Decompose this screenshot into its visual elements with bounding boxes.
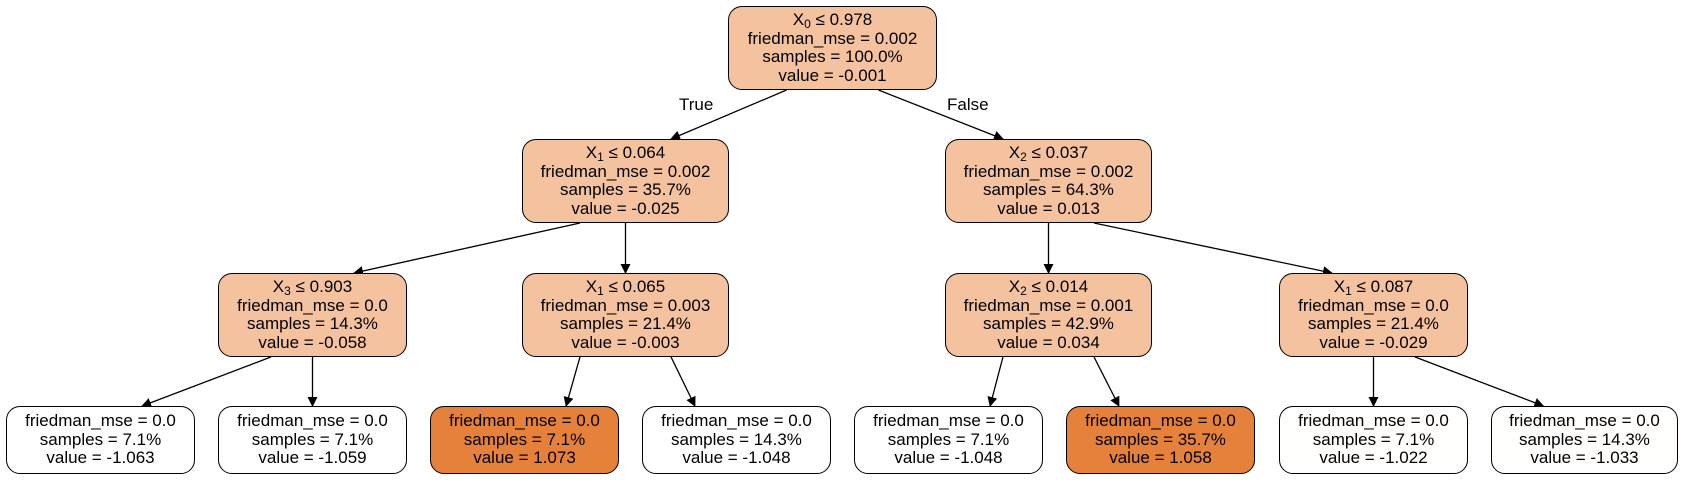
edge-label-false: False — [947, 95, 989, 114]
edge-n1-n3 — [353, 222, 581, 276]
node-mse: friedman_mse = 0.0 — [1298, 295, 1449, 315]
node-samples: samples = 100.0% — [762, 47, 903, 66]
node-mse: friedman_mse = 0.0 — [449, 411, 600, 431]
edge-n2-n6 — [1093, 222, 1333, 277]
node-samples: samples = 14.3% — [671, 429, 802, 449]
tree-node: X2 ≤ 0.014 friedman_mse = 0.001 samples … — [945, 273, 1152, 357]
node-value: value = -0.058 — [258, 332, 367, 352]
node-value: value = 0.034 — [997, 332, 1100, 352]
node-value: value = -0.025 — [571, 198, 680, 218]
node-mse: friedman_mse = 0.003 — [540, 295, 711, 315]
edge-n5-n11 — [987, 356, 1004, 407]
node-split-condition: X2 ≤ 0.014 — [1008, 277, 1089, 298]
node-value: value = -0.029 — [1319, 332, 1428, 352]
node-mse: friedman_mse = 0.0 — [661, 411, 812, 431]
node-value: value = 1.073 — [473, 448, 576, 468]
tree-node: X2 ≤ 0.037 friedman_mse = 0.002 samples … — [945, 139, 1152, 223]
edge-n0-n1 — [670, 89, 787, 141]
node-mse: friedman_mse = 0.002 — [540, 161, 711, 181]
node-samples: samples = 21.4% — [1308, 314, 1439, 333]
node-split-condition: X0 ≤ 0.978 — [792, 10, 873, 31]
tree-node: X1 ≤ 0.064 friedman_mse = 0.002 samples … — [522, 139, 729, 223]
node-value: value = -1.063 — [46, 448, 155, 468]
node-samples: samples = 14.3% — [1519, 429, 1650, 449]
edge-n6-n14 — [1414, 356, 1545, 408]
node-value: value = -1.048 — [682, 448, 791, 468]
node-split-condition: X3 ≤ 0.903 — [272, 277, 353, 298]
edge-label-true: True — [679, 95, 714, 114]
tree-leaf: friedman_mse = 0.0 samples = 7.1% value … — [430, 406, 619, 474]
node-value: value = -0.001 — [778, 65, 887, 85]
node-mse: friedman_mse = 0.0 — [25, 411, 176, 431]
node-split-condition: X1 ≤ 0.065 — [585, 277, 666, 298]
node-mse: friedman_mse = 0.002 — [747, 28, 918, 48]
tree-leaf: friedman_mse = 0.0 samples = 35.7% value… — [1066, 406, 1255, 474]
node-value: value = -1.059 — [258, 448, 367, 468]
node-value: value = -0.003 — [571, 332, 680, 352]
node-mse: friedman_mse = 0.0 — [237, 295, 388, 315]
node-mse: friedman_mse = 0.0 — [1509, 411, 1660, 431]
node-value: value = -1.033 — [1530, 448, 1639, 468]
node-mse: friedman_mse = 0.0 — [1085, 411, 1236, 431]
node-mse: friedman_mse = 0.001 — [963, 295, 1134, 315]
tree-node: X1 ≤ 0.087 friedman_mse = 0.0 samples = … — [1279, 273, 1468, 357]
node-split-condition: X2 ≤ 0.037 — [1008, 143, 1089, 164]
node-samples: samples = 7.1% — [39, 429, 162, 449]
node-samples: samples = 7.1% — [887, 429, 1010, 449]
node-value: value = 0.013 — [997, 198, 1100, 218]
edge-n3-n7 — [141, 356, 272, 408]
node-samples: samples = 35.7% — [560, 180, 691, 199]
edge-n0-n2 — [878, 89, 1004, 141]
edge-n5-n12 — [1093, 356, 1120, 407]
node-value: value = 1.058 — [1109, 448, 1212, 468]
node-value: value = -1.048 — [894, 448, 1003, 468]
tree-leaf: friedman_mse = 0.0 samples = 7.1% value … — [6, 406, 195, 474]
node-mse: friedman_mse = 0.0 — [1298, 411, 1449, 431]
tree-leaf: friedman_mse = 0.0 samples = 14.3% value… — [1491, 406, 1678, 474]
tree-leaf: friedman_mse = 0.0 samples = 14.3% value… — [642, 406, 831, 474]
tree-leaf: friedman_mse = 0.0 samples = 7.1% value … — [854, 406, 1043, 474]
tree-leaf: friedman_mse = 0.0 samples = 7.1% value … — [1279, 406, 1468, 474]
tree-leaf: friedman_mse = 0.0 samples = 7.1% value … — [218, 406, 407, 474]
edge-n4-n9 — [563, 356, 581, 407]
node-samples: samples = 14.3% — [247, 314, 378, 333]
node-samples: samples = 7.1% — [1312, 429, 1435, 449]
tree-node-root: X0 ≤ 0.978 friedman_mse = 0.002 samples … — [728, 6, 937, 90]
node-samples: samples = 7.1% — [251, 429, 374, 449]
node-samples: samples = 7.1% — [463, 429, 586, 449]
node-samples: samples = 21.4% — [560, 314, 691, 333]
tree-node: X3 ≤ 0.903 friedman_mse = 0.0 samples = … — [218, 273, 407, 357]
node-value: value = -1.022 — [1319, 448, 1428, 468]
node-mse: friedman_mse = 0.0 — [873, 411, 1024, 431]
node-mse: friedman_mse = 0.0 — [237, 411, 388, 431]
node-samples: samples = 35.7% — [1095, 429, 1226, 449]
node-mse: friedman_mse = 0.002 — [963, 161, 1134, 181]
node-samples: samples = 42.9% — [983, 314, 1114, 333]
edge-n4-n10 — [670, 356, 696, 407]
tree-node: X1 ≤ 0.065 friedman_mse = 0.003 samples … — [522, 273, 729, 357]
node-split-condition: X1 ≤ 0.087 — [1333, 277, 1414, 298]
node-split-condition: X1 ≤ 0.064 — [585, 143, 666, 164]
node-samples: samples = 64.3% — [983, 180, 1114, 199]
